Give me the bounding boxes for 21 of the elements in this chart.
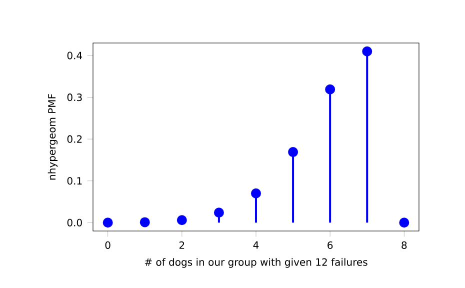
y-tick-label: 0.0 (67, 218, 82, 226)
x-tick-label: 4 (253, 241, 259, 249)
point (399, 218, 410, 228)
point (176, 215, 187, 226)
y-axis-title: nhypergeom PMF (48, 94, 58, 180)
x-tick-label: 2 (179, 241, 184, 249)
point (288, 147, 298, 158)
y-tick-label: 0.1 (67, 177, 82, 185)
point (325, 84, 336, 94)
point (214, 208, 224, 218)
x-tick-label: 8 (402, 241, 407, 249)
point (250, 188, 261, 198)
y-tick-label: 0.3 (67, 94, 82, 102)
point (140, 217, 150, 228)
x-axis-title: # of dogs in our group with given 12 failures (144, 258, 368, 268)
point (102, 218, 113, 228)
y-tick-label: 0.2 (67, 135, 82, 143)
point (362, 46, 372, 56)
x-tick-label: 6 (328, 241, 333, 249)
y-tick-label: 0.4 (67, 52, 82, 60)
x-tick-label: 0 (105, 241, 110, 249)
